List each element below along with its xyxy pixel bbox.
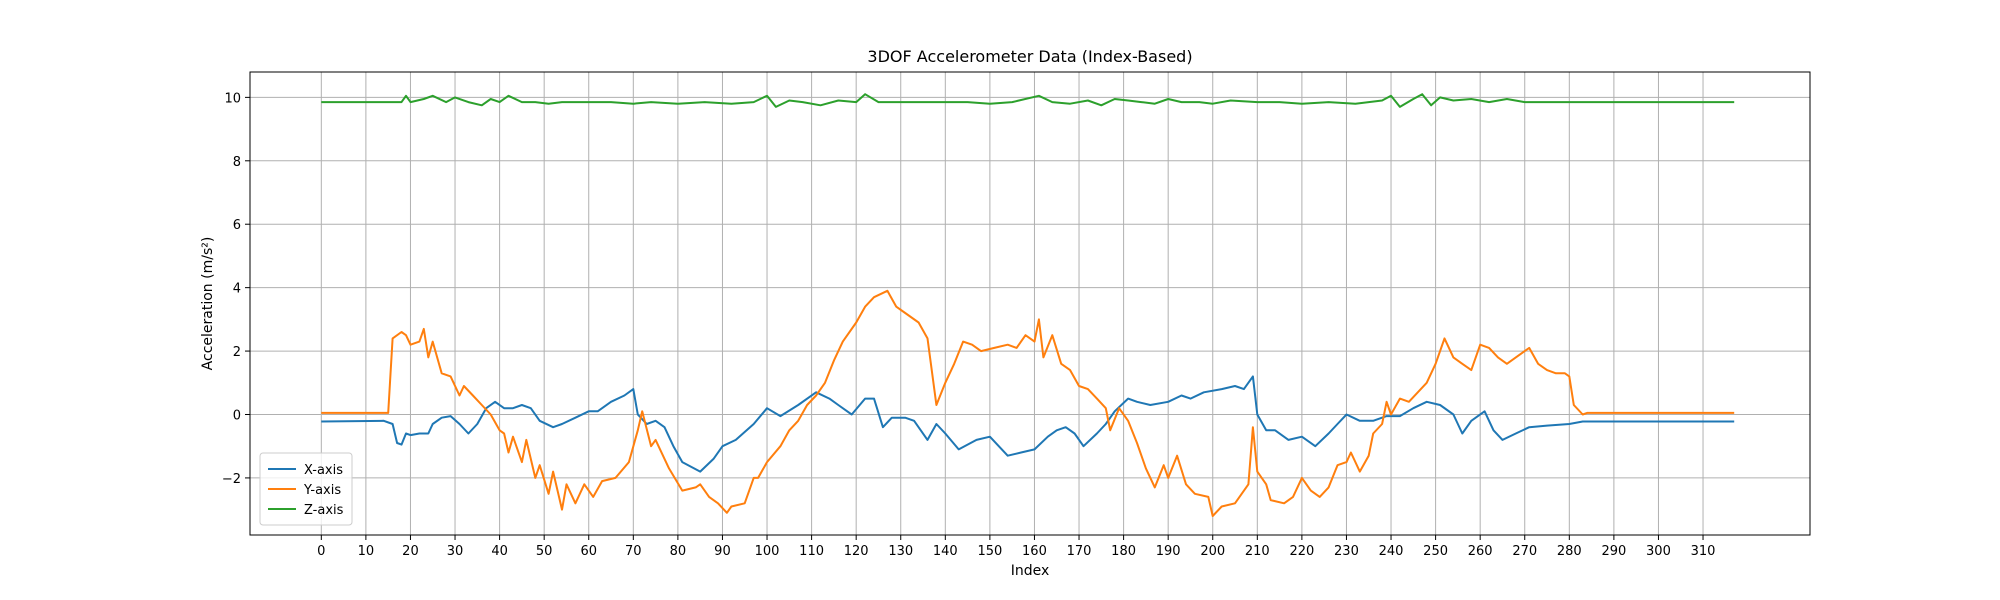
x-tick-label: 180 — [1111, 544, 1136, 559]
x-tick-label: 40 — [491, 544, 508, 559]
x-tick-label: 20 — [402, 544, 419, 559]
chart-title: 3DOF Accelerometer Data (Index-Based) — [867, 47, 1192, 66]
legend-box — [259, 452, 353, 526]
y-tick-label: 6 — [233, 218, 241, 233]
x-tick-label: 280 — [1557, 544, 1582, 559]
x-tick-label: 200 — [1200, 544, 1225, 559]
x-tick-label: 0 — [317, 544, 325, 559]
series-layer — [321, 93, 1735, 517]
x-tick-label: 120 — [844, 544, 869, 559]
y-tick-label: 8 — [233, 155, 241, 170]
x-tick-label: 50 — [536, 544, 553, 559]
plot-frame — [249, 71, 1811, 536]
x-tick-label: 290 — [1601, 544, 1626, 559]
legend: X-axis Y-axis Z-axis — [259, 452, 353, 526]
x-tick-label: 210 — [1245, 544, 1270, 559]
x-tick-label: 270 — [1512, 544, 1537, 559]
x-tick-label: 80 — [670, 544, 687, 559]
x-tick-label: 260 — [1468, 544, 1493, 559]
series-line-x-axis — [321, 375, 1735, 473]
series-line-z-axis — [321, 93, 1735, 108]
x-tick-label: 130 — [888, 544, 913, 559]
x-tick-label: 190 — [1156, 544, 1181, 559]
x-tick-label: 90 — [714, 544, 731, 559]
series-line-y-axis — [321, 289, 1735, 517]
x-tick-label: 30 — [447, 544, 464, 559]
x-tick-label: 220 — [1289, 544, 1314, 559]
x-tick-label: 60 — [580, 544, 597, 559]
x-tick-label: 300 — [1646, 544, 1671, 559]
x-tick-label: 140 — [933, 544, 958, 559]
y-axis-ticks: −2 0 2 4 6 8 10 — [222, 91, 250, 487]
y-axis-title: Acceleration (m/s²) — [200, 237, 216, 371]
x-tick-label: 150 — [977, 544, 1002, 559]
y-tick-label: 10 — [224, 91, 241, 106]
x-tick-label: 230 — [1334, 544, 1359, 559]
legend-label-z-axis: Z-axis — [304, 503, 344, 518]
x-tick-label: 100 — [755, 544, 780, 559]
x-tick-label: 70 — [625, 544, 642, 559]
x-tick-label: 10 — [358, 544, 375, 559]
x-tick-label: 250 — [1423, 544, 1448, 559]
y-tick-label: 4 — [233, 282, 241, 297]
legend-label-y-axis: Y-axis — [303, 483, 341, 498]
x-tick-label: 160 — [1022, 544, 1047, 559]
legend-label-x-axis: X-axis — [304, 463, 343, 478]
x-tick-label: 170 — [1067, 544, 1092, 559]
y-tick-label: −2 — [222, 472, 241, 487]
x-tick-label: 240 — [1379, 544, 1404, 559]
x-tick-label: 110 — [799, 544, 824, 559]
y-tick-label: 0 — [233, 408, 241, 423]
x-axis-ticks: 0 10 20 30 40 50 60 70 80 90 100 110 120 130 140 150 160… — [317, 535, 1715, 559]
x-tick-label: 310 — [1691, 544, 1716, 559]
y-tick-label: 2 — [233, 345, 241, 360]
grid-lines — [250, 72, 1810, 535]
x-axis-title: Index — [1011, 563, 1050, 579]
